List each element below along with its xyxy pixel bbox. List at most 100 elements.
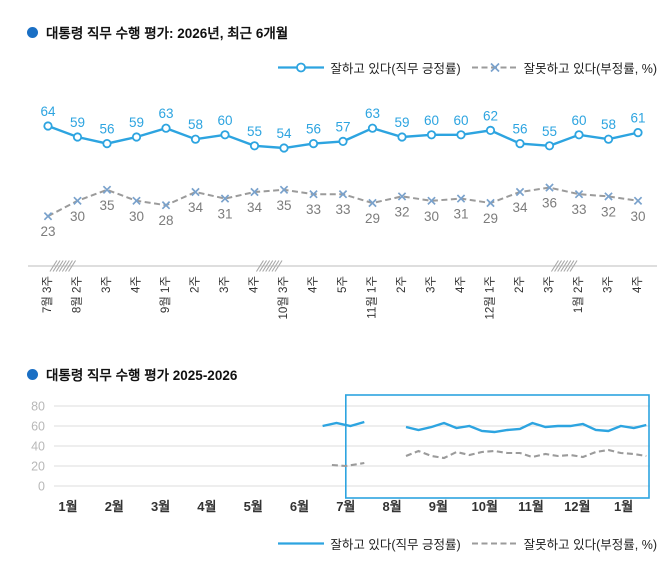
svg-text:3주: 3주: [426, 276, 438, 293]
svg-text:35: 35: [276, 198, 291, 213]
svg-text:4주: 4주: [131, 276, 143, 293]
legend-label-approve: 잘하고 있다(직무 긍정률): [330, 62, 461, 76]
svg-text:58: 58: [188, 117, 203, 132]
svg-text:63: 63: [365, 106, 380, 121]
svg-text:23: 23: [40, 224, 55, 239]
approve-line-circle-icon: [278, 62, 325, 73]
svg-text:9월 1주: 9월 1주: [159, 276, 172, 313]
svg-text:59: 59: [129, 115, 144, 130]
svg-text:33: 33: [335, 202, 350, 217]
top-chart: 23 30 35 30 28 34 31 34 35 33 33 29 32 30 31 29 34 36 33 32…: [28, 104, 657, 320]
svg-text:5월: 5월: [244, 499, 263, 514]
svg-text:34: 34: [188, 200, 204, 215]
svg-text:8월 2주: 8월 2주: [71, 276, 84, 313]
svg-text:64: 64: [40, 104, 56, 119]
svg-text:0: 0: [38, 480, 45, 494]
svg-text:60: 60: [424, 113, 439, 128]
svg-text:33: 33: [306, 202, 321, 217]
svg-text:30: 30: [70, 209, 85, 224]
svg-text:5주: 5주: [337, 276, 349, 293]
legend-item-approve: 잘하고 있다(직무 긍정률): [277, 534, 461, 553]
svg-text:30: 30: [424, 209, 439, 224]
svg-text:34: 34: [247, 200, 263, 215]
svg-text:3주: 3주: [219, 276, 231, 293]
svg-text:4주: 4주: [632, 276, 644, 293]
title-bullet-icon: [27, 368, 38, 380]
svg-text:1월 2주: 1월 2주: [572, 276, 585, 313]
svg-text:3주: 3주: [544, 276, 556, 293]
svg-text:1월: 1월: [58, 499, 77, 514]
svg-text:4월: 4월: [197, 499, 216, 514]
bottom-chart: 0 20 40 60 80 1월 2월 3월 4월 5월 6월 7월 8월 9월 10월 11월 12월 1월: [31, 394, 650, 514]
legend-item-disapprove: 잘못하고 있다(부정률, %): [471, 534, 657, 553]
svg-text:36: 36: [542, 196, 557, 211]
svg-text:3월: 3월: [151, 499, 170, 514]
disapprove-dashed-icon: [471, 542, 518, 545]
svg-text:7월 3주: 7월 3주: [41, 276, 54, 313]
svg-text:40: 40: [31, 440, 45, 454]
svg-text:56: 56: [306, 122, 321, 137]
svg-text:2주: 2주: [396, 276, 408, 293]
approve-line-icon: [278, 542, 325, 545]
svg-text:4주: 4주: [308, 276, 320, 293]
svg-text:29: 29: [483, 211, 498, 226]
bottom-chart-title: 대통령 직무 수행 평가 2025-2026: [46, 368, 238, 383]
svg-text:10월: 10월: [471, 499, 497, 514]
disapprove-dashed-x-icon: [471, 62, 518, 73]
svg-text:29: 29: [365, 211, 380, 226]
svg-text:32: 32: [601, 204, 616, 219]
svg-text:10월 3주: 10월 3주: [277, 276, 290, 320]
svg-text:2주: 2주: [190, 276, 202, 293]
svg-text:35: 35: [99, 198, 114, 213]
svg-text:59: 59: [394, 115, 409, 130]
svg-text:59: 59: [70, 115, 85, 130]
svg-text:4주: 4주: [249, 276, 261, 293]
svg-text:20: 20: [31, 460, 45, 474]
legend-item-approve: 잘하고 있다(직무 긍정률): [277, 58, 461, 77]
svg-text:34: 34: [512, 200, 528, 215]
svg-text:63: 63: [158, 106, 173, 121]
svg-text:3주: 3주: [603, 276, 615, 293]
svg-text:58: 58: [601, 117, 616, 132]
svg-text:12월 1주: 12월 1주: [484, 276, 497, 320]
svg-text:28: 28: [158, 213, 173, 228]
svg-text:33: 33: [571, 202, 586, 217]
svg-text:60: 60: [217, 113, 232, 128]
top-chart-title: 대통령 직무 수행 평가: 2026년, 최근 6개월: [46, 26, 289, 41]
svg-text:2월: 2월: [105, 499, 124, 514]
svg-text:61: 61: [630, 111, 645, 126]
svg-text:30: 30: [630, 209, 645, 224]
svg-text:11월: 11월: [518, 499, 544, 514]
svg-text:54: 54: [276, 126, 292, 141]
svg-text:2주: 2주: [514, 276, 526, 293]
top-chart-legend: 잘하고 있다(직무 긍정률) 잘못하고 있다(부정률, %): [277, 58, 657, 77]
svg-text:4주: 4주: [455, 276, 467, 293]
svg-text:62: 62: [483, 108, 498, 123]
svg-text:56: 56: [99, 122, 114, 137]
legend-label-disapprove: 잘못하고 있다(부정률, %): [523, 538, 657, 552]
svg-text:9월: 9월: [429, 499, 448, 514]
svg-text:55: 55: [542, 124, 557, 139]
legend-label-disapprove: 잘못하고 있다(부정률, %): [523, 62, 657, 76]
svg-text:8월: 8월: [382, 499, 401, 514]
title-bullet-icon: [27, 26, 38, 38]
svg-text:56: 56: [512, 122, 527, 137]
svg-text:32: 32: [394, 204, 409, 219]
svg-text:7월: 7월: [336, 499, 355, 514]
svg-text:30: 30: [129, 209, 144, 224]
legend-item-disapprove: 잘못하고 있다(부정률, %): [471, 58, 657, 77]
svg-text:60: 60: [571, 113, 586, 128]
bottom-chart-legend: 잘하고 있다(직무 긍정률) 잘못하고 있다(부정률, %): [277, 534, 657, 553]
svg-text:6월: 6월: [290, 499, 309, 514]
svg-text:3주: 3주: [101, 276, 113, 293]
svg-text:11월 1주: 11월 1주: [366, 276, 379, 319]
svg-text:12월: 12월: [564, 499, 590, 514]
svg-text:80: 80: [31, 400, 45, 414]
svg-text:1월: 1월: [614, 499, 633, 514]
svg-text:60: 60: [31, 420, 45, 434]
top-chart-title-row: 대통령 직무 수행 평가: 2026년, 최근 6개월: [27, 22, 288, 42]
svg-text:57: 57: [335, 119, 350, 134]
svg-text:31: 31: [217, 207, 232, 222]
legend-label-approve: 잘하고 있다(직무 긍정률): [330, 538, 461, 552]
